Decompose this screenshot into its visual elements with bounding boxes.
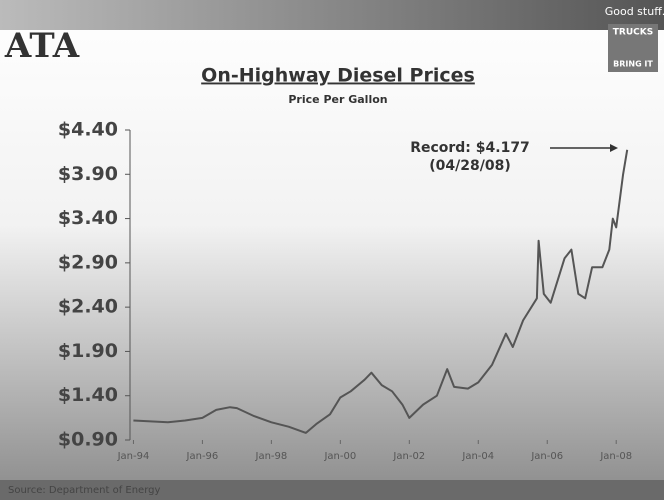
x-tick-label: Jan-94	[117, 451, 150, 462]
badge	[608, 24, 658, 72]
annotation: Record: $4.177	[410, 140, 530, 156]
x-tick-label: Jan-06	[530, 451, 563, 462]
x-tick-label: Jan-08	[599, 451, 632, 462]
bottom-band	[0, 480, 664, 500]
y-tick-label: $3.40	[58, 207, 118, 229]
x-tick-label: Jan-00	[323, 451, 356, 462]
badge-text: BRING IT	[613, 60, 653, 69]
source: Source: Department of Energy	[8, 485, 160, 496]
y-tick-label: $4.40	[58, 119, 118, 141]
x-tick-label: Jan-96	[186, 451, 219, 462]
y-tick-label: $2.40	[58, 296, 118, 318]
x-tick-label: Jan-04	[461, 451, 494, 462]
price-line	[133, 149, 629, 434]
chart-title: On-Highway Diesel Prices	[201, 65, 475, 87]
annotation-arrowhead	[610, 144, 618, 152]
y-tick-label: $1.90	[58, 340, 118, 362]
logo: ATA	[4, 26, 80, 66]
x-tick-label: Jan-02	[392, 451, 425, 462]
y-tick-label: $0.90	[58, 429, 118, 451]
chart-subtitle: Price Per Gallon	[288, 93, 387, 106]
y-tick-label: $3.90	[58, 163, 118, 185]
badge-text: TRUCKS	[613, 28, 653, 38]
top-band	[0, 0, 664, 30]
x-tick-label: Jan-98	[255, 451, 288, 462]
tagline: Good stuff.	[605, 5, 664, 18]
y-tick-label: $1.40	[58, 384, 118, 406]
annotation: (04/28/08)	[429, 158, 510, 174]
y-tick-label: $2.90	[58, 251, 118, 273]
